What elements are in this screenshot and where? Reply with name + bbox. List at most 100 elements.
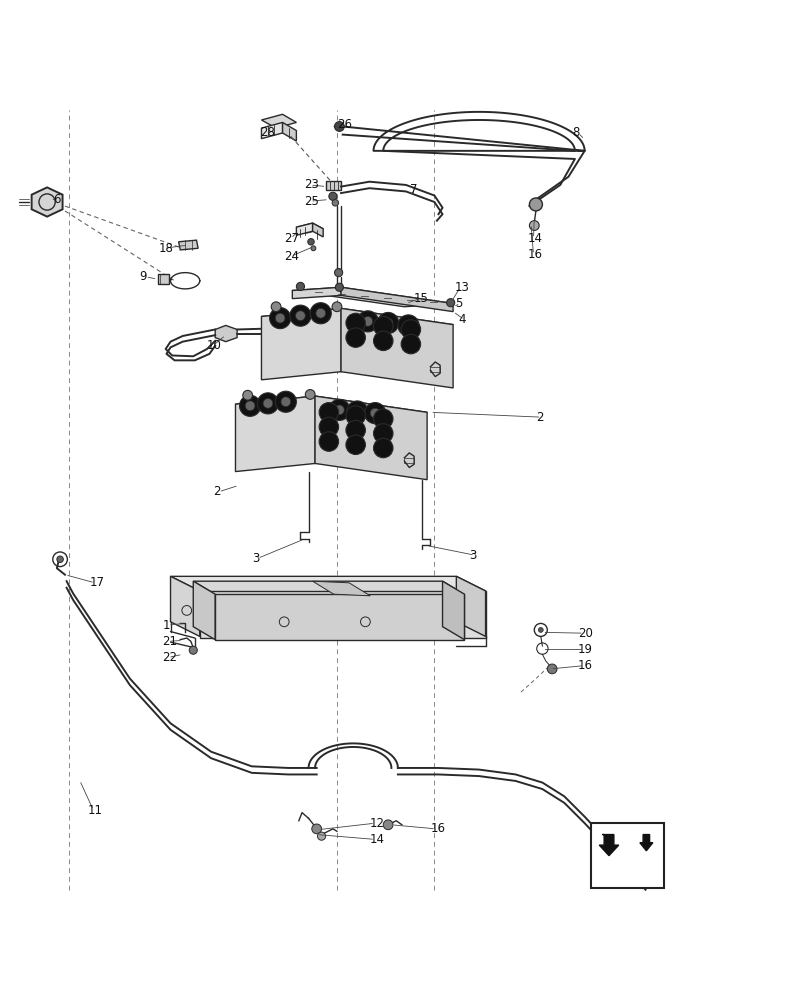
Circle shape — [295, 311, 305, 321]
Circle shape — [269, 308, 290, 329]
Polygon shape — [599, 835, 618, 856]
Circle shape — [345, 406, 365, 425]
Polygon shape — [235, 396, 315, 472]
Circle shape — [334, 269, 342, 277]
Circle shape — [311, 246, 315, 251]
Text: 14: 14 — [527, 232, 542, 245]
Circle shape — [328, 192, 337, 200]
Text: 2: 2 — [535, 411, 543, 424]
Polygon shape — [292, 287, 341, 299]
Polygon shape — [193, 581, 464, 594]
Circle shape — [334, 122, 344, 131]
Text: 10: 10 — [207, 339, 221, 352]
Polygon shape — [32, 187, 62, 217]
Circle shape — [401, 334, 420, 354]
Polygon shape — [261, 114, 296, 128]
Circle shape — [245, 401, 255, 411]
Circle shape — [332, 200, 338, 206]
Text: 3: 3 — [469, 549, 476, 562]
Circle shape — [311, 824, 321, 834]
Circle shape — [529, 221, 539, 230]
Polygon shape — [215, 325, 237, 342]
Circle shape — [373, 316, 393, 336]
Text: 20: 20 — [577, 627, 592, 640]
Text: 23: 23 — [304, 178, 319, 191]
Text: 18: 18 — [158, 242, 173, 255]
Circle shape — [401, 320, 420, 339]
Circle shape — [529, 198, 542, 211]
Text: 4: 4 — [458, 313, 466, 326]
Polygon shape — [296, 223, 312, 235]
Circle shape — [335, 283, 343, 291]
Polygon shape — [292, 287, 453, 307]
Text: 19: 19 — [577, 643, 592, 656]
Text: 16: 16 — [577, 659, 592, 672]
Polygon shape — [341, 287, 453, 312]
Circle shape — [305, 390, 315, 399]
Circle shape — [363, 316, 372, 326]
Text: 9: 9 — [139, 270, 147, 283]
Circle shape — [373, 331, 393, 351]
Polygon shape — [442, 581, 464, 640]
Circle shape — [317, 832, 325, 840]
Circle shape — [307, 239, 314, 245]
Bar — [590, 823, 663, 888]
Circle shape — [257, 393, 278, 414]
Text: 28: 28 — [260, 126, 274, 139]
Text: 1: 1 — [162, 619, 169, 632]
Circle shape — [357, 311, 378, 332]
Polygon shape — [296, 223, 323, 233]
Circle shape — [189, 646, 197, 654]
Circle shape — [319, 432, 338, 451]
Text: 17: 17 — [89, 576, 104, 589]
Circle shape — [263, 398, 272, 408]
Polygon shape — [282, 122, 296, 141]
Polygon shape — [315, 396, 427, 480]
Text: 14: 14 — [369, 833, 384, 846]
Text: 16: 16 — [430, 822, 444, 835]
Circle shape — [352, 407, 362, 416]
Polygon shape — [178, 240, 198, 250]
Polygon shape — [170, 576, 200, 636]
Text: 11: 11 — [88, 804, 102, 817]
Circle shape — [281, 397, 290, 407]
Circle shape — [345, 420, 365, 440]
Text: 2: 2 — [212, 485, 220, 498]
Circle shape — [328, 399, 350, 420]
Circle shape — [346, 401, 367, 422]
Circle shape — [373, 424, 393, 443]
Text: 8: 8 — [572, 126, 579, 139]
Polygon shape — [261, 122, 282, 139]
Polygon shape — [215, 594, 464, 640]
Text: 21: 21 — [162, 635, 177, 648]
Text: 3: 3 — [251, 552, 259, 565]
Circle shape — [57, 556, 63, 563]
Text: 22: 22 — [162, 651, 177, 664]
Polygon shape — [235, 396, 427, 420]
Circle shape — [377, 312, 398, 334]
Circle shape — [242, 390, 252, 400]
Polygon shape — [261, 308, 341, 380]
Circle shape — [319, 403, 338, 422]
Circle shape — [345, 435, 365, 455]
Text: 25: 25 — [304, 195, 319, 208]
Text: 13: 13 — [454, 281, 469, 294]
Circle shape — [364, 403, 385, 424]
Circle shape — [345, 328, 365, 347]
Polygon shape — [456, 576, 485, 636]
Circle shape — [239, 395, 260, 416]
Polygon shape — [326, 181, 341, 190]
Circle shape — [446, 299, 454, 307]
Text: 15: 15 — [414, 292, 428, 305]
Polygon shape — [312, 581, 370, 596]
Circle shape — [373, 438, 393, 458]
Circle shape — [332, 302, 341, 312]
Text: 16: 16 — [527, 248, 542, 261]
Text: 6: 6 — [53, 193, 60, 206]
Circle shape — [345, 313, 365, 333]
Text: 5: 5 — [454, 297, 461, 310]
Circle shape — [315, 308, 325, 318]
Circle shape — [319, 417, 338, 437]
Circle shape — [271, 302, 281, 312]
Circle shape — [373, 409, 393, 429]
